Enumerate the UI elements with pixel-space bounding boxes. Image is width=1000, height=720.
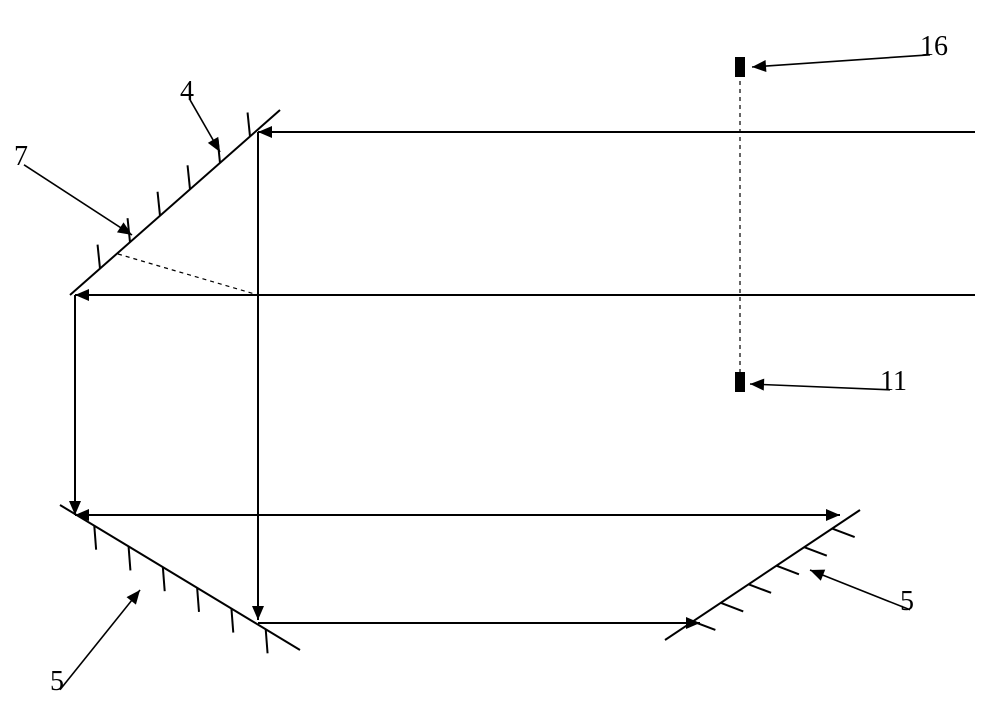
label-pointer-5	[60, 590, 140, 690]
label-pointer-11	[750, 384, 890, 390]
marker-16	[735, 57, 745, 77]
dashed-line	[118, 254, 258, 295]
label-16: 16	[920, 31, 948, 63]
label-11: 11	[880, 366, 907, 398]
label-7: 7	[14, 141, 28, 173]
label-pointer-5	[810, 570, 910, 610]
label-pointer-16	[752, 55, 930, 67]
label-pointer-7	[24, 165, 132, 235]
label-5: 5	[900, 586, 914, 618]
label-5: 5	[50, 666, 64, 698]
optics-diagram	[0, 0, 1000, 720]
label-4: 4	[180, 76, 194, 108]
marker-11	[735, 372, 745, 392]
mirror-5-right	[665, 510, 860, 640]
mirror-4	[70, 110, 280, 295]
mirror-5-left	[60, 505, 300, 650]
